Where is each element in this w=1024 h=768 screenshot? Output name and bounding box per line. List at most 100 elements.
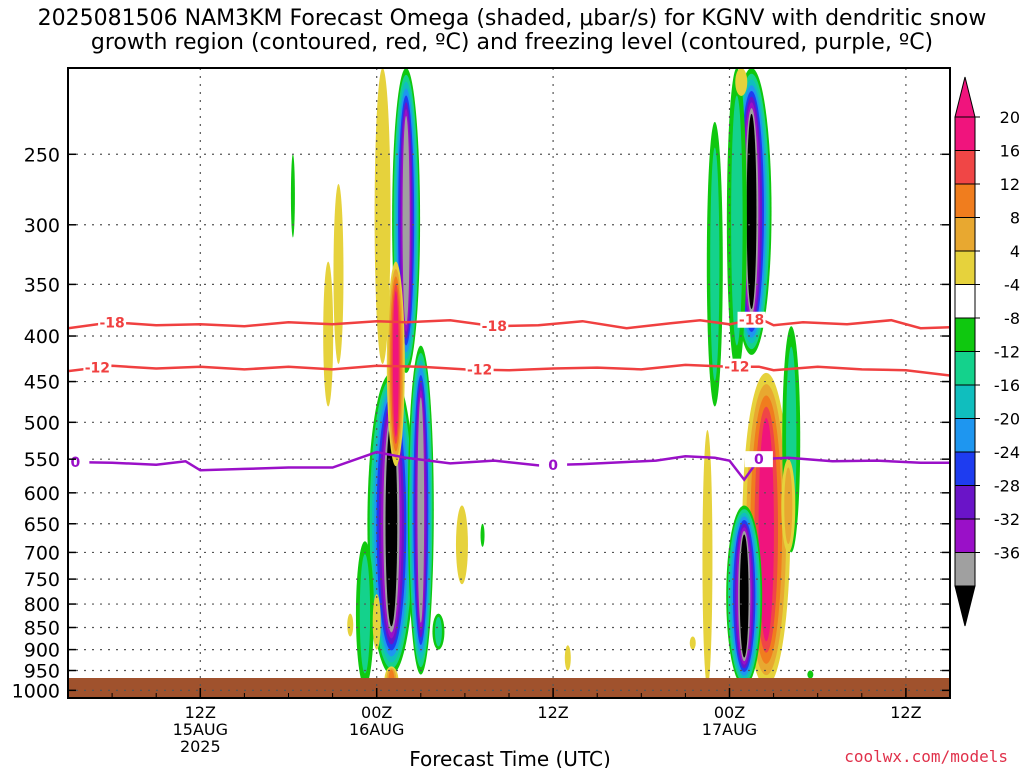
colorbar-top-arrow	[954, 76, 976, 118]
contour-label-bg	[83, 359, 112, 376]
colorbar-label: 8	[1010, 209, 1020, 228]
grid-lines	[68, 68, 950, 698]
colorbar-swatch	[954, 284, 976, 319]
omega-cell	[455, 505, 468, 585]
contour-label-bg	[68, 454, 90, 471]
x-tick-label: 2025	[180, 737, 221, 756]
x-tick-label: 12Z	[890, 703, 921, 722]
y-tick-label: 500	[24, 412, 60, 434]
omega-cell	[359, 554, 371, 674]
contour-label-bg	[744, 451, 773, 468]
colorbar-label: 16	[1000, 142, 1020, 161]
omega-cell	[758, 418, 774, 642]
x-tick-label: 12Z	[537, 703, 568, 722]
colorbar-label: 12	[1000, 175, 1020, 194]
omega-cell	[564, 645, 571, 671]
colorbar-swatch	[954, 485, 976, 520]
omega-cell	[739, 534, 749, 658]
colorbar-swatch	[954, 250, 976, 285]
colorbar-label: -12	[994, 343, 1020, 362]
colorbar-label: -28	[994, 477, 1020, 496]
source-credit: coolwx.com/models	[844, 747, 1008, 766]
x-tick-label: 17AUG	[702, 720, 757, 739]
y-tick-label: 400	[24, 326, 60, 348]
colorbar-label: -16	[994, 376, 1020, 395]
colorbar-swatch	[954, 418, 976, 453]
colorbar-label: 20	[1000, 108, 1020, 127]
contour-label-bg	[480, 318, 509, 335]
colorbar-swatch	[954, 183, 976, 218]
y-tick-label: 850	[24, 617, 60, 639]
omega-cell	[374, 68, 391, 364]
colorbar: 20 16 12 8 4 -4 -8 -12 -16 -20 -24 -28 -32 -36	[954, 76, 1020, 627]
y-tick-label: 800	[24, 594, 60, 616]
contour-label: -18	[99, 315, 124, 331]
colorbar-label: -4	[1004, 276, 1020, 295]
y-tick-label: 700	[24, 542, 60, 564]
omega-cell	[784, 467, 793, 545]
contour-label-bg	[539, 456, 568, 473]
omega-cell	[702, 429, 713, 687]
x-tick-label: 15AUG	[173, 720, 228, 739]
omega-cell	[807, 670, 814, 679]
x-tick-label: 16AUG	[349, 720, 404, 739]
omega-cell	[731, 95, 743, 346]
omega-cell	[746, 113, 757, 309]
omega-cell	[735, 68, 748, 96]
colorbar-label: -32	[994, 510, 1020, 529]
colorbar-swatch	[954, 150, 976, 185]
contour-line	[68, 363, 950, 377]
y-tick-label: 300	[24, 215, 60, 237]
colorbar-label: -24	[994, 443, 1020, 462]
omega-cell	[333, 184, 344, 364]
contour-label-bg	[737, 311, 766, 328]
colorbar-label: -20	[994, 410, 1020, 429]
contour-line	[68, 450, 950, 482]
colorbar-label: -36	[994, 544, 1020, 563]
colorbar-swatch	[954, 317, 976, 352]
x-tick-label: 12Z	[185, 703, 216, 722]
y-tick-label: 350	[24, 274, 60, 296]
colorbar-swatch	[954, 451, 976, 486]
colorbar-swatch	[954, 351, 976, 386]
contour-label: 0	[754, 452, 764, 468]
colorbar-label: -8	[1004, 309, 1020, 328]
colorbar-swatch	[954, 217, 976, 252]
colorbar-swatch	[954, 384, 976, 419]
contour-label: -12	[467, 363, 492, 379]
omega-cell	[323, 261, 334, 407]
y-tick-label: 600	[24, 483, 60, 505]
contour-label: 0	[548, 458, 558, 474]
omega-cell	[689, 636, 696, 650]
omega-cell	[392, 291, 399, 437]
chart-subtitle: growth region (contoured, red, ºC) and f…	[90, 30, 934, 55]
omega-cell	[402, 116, 410, 325]
contour-label: -12	[724, 360, 749, 376]
omega-cell	[290, 154, 295, 238]
omega-cell	[417, 397, 425, 623]
colorbar-bottom-arrow	[954, 585, 976, 627]
y-tick-label: 650	[24, 514, 60, 536]
contour-label-bg	[722, 358, 751, 375]
omega-cell	[385, 421, 398, 627]
y-tick-label: 250	[24, 144, 60, 166]
contour-line	[68, 316, 950, 330]
contour-label: -18	[482, 319, 507, 335]
y-tick-label: 450	[24, 372, 60, 394]
contour-label-bg	[465, 361, 494, 378]
y-tick-label: 900	[24, 640, 60, 662]
y-tick-label: 950	[24, 661, 60, 683]
colorbar-swatch	[954, 116, 976, 151]
temperature-contours: -18 -18 -18 -12 -12 -12 0 0 0	[68, 311, 950, 482]
y-axis: 2503003504004505005506006507007508008509…	[12, 144, 950, 702]
omega-cell	[480, 523, 485, 547]
y-tick-label: 750	[24, 569, 60, 591]
omega-shading	[290, 68, 814, 695]
colorbar-swatch	[954, 552, 976, 587]
y-tick-label: 1000	[12, 680, 60, 702]
y-tick-label: 550	[24, 449, 60, 471]
contour-label: -12	[85, 361, 110, 377]
omega-cell	[434, 616, 442, 647]
